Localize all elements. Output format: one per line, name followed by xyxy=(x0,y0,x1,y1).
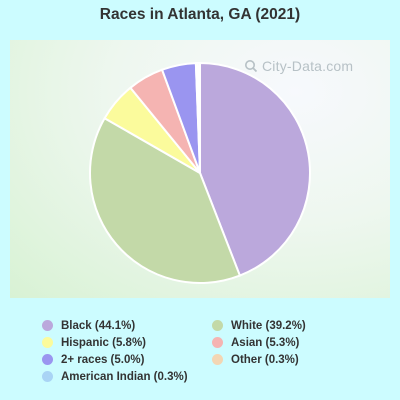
legend-swatch xyxy=(212,320,223,331)
legend-item-other: Other (0.3%) xyxy=(212,352,382,367)
legend-label: Other (0.3%) xyxy=(231,353,299,366)
pie-slice-white xyxy=(89,116,242,284)
legend-item-asian: Asian (5.3%) xyxy=(212,335,382,350)
legend-label: Asian (5.3%) xyxy=(231,336,300,349)
legend-label: Black (44.1%) xyxy=(61,319,136,332)
legend-label: American Indian (0.3%) xyxy=(61,370,188,383)
legend-item-2-races: 2+ races (5.0%) xyxy=(42,352,212,367)
chart-title: Races in Atlanta, GA (2021) xyxy=(99,6,301,23)
legend-swatch xyxy=(42,371,53,382)
legend-item-hispanic: Hispanic (5.8%) xyxy=(42,335,212,350)
legend-swatch xyxy=(212,354,223,365)
search-icon xyxy=(245,60,258,73)
legend-item-black: Black (44.1%) xyxy=(42,318,212,333)
legend-swatch xyxy=(42,337,53,348)
legend-label: White (39.2%) xyxy=(231,319,306,332)
watermark-text: City-Data.com xyxy=(262,58,354,74)
legend-label: 2+ races (5.0%) xyxy=(61,353,145,366)
legend-item-american-indian: American Indian (0.3%) xyxy=(42,369,212,384)
legend: Black (44.1%) White (39.2%) Hispanic (5.8%… xyxy=(42,318,382,384)
legend-label: Hispanic (5.8%) xyxy=(61,336,146,349)
pie-slice-black xyxy=(199,61,311,277)
legend-swatch xyxy=(212,337,223,348)
watermark: City-Data.com xyxy=(244,58,353,74)
pie-slice-american-indian xyxy=(196,61,201,174)
legend-item-white: White (39.2%) xyxy=(212,318,382,333)
legend-swatch xyxy=(42,320,53,331)
legend-swatch xyxy=(42,354,53,365)
